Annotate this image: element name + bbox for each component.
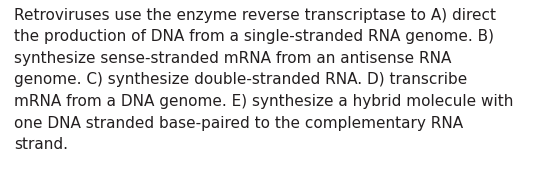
Text: Retroviruses use the enzyme reverse transcriptase to A) direct
the production of: Retroviruses use the enzyme reverse tran… xyxy=(14,8,513,152)
